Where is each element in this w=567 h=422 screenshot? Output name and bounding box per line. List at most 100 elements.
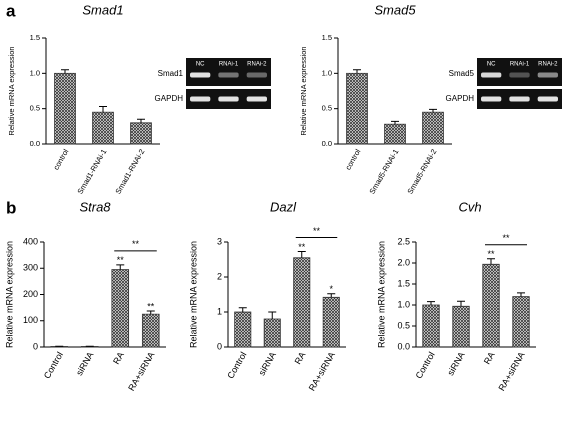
y-tick-label: 1.0 xyxy=(397,299,410,309)
error-bar xyxy=(391,120,399,125)
y-tick-label: 0.0 xyxy=(397,341,410,351)
bar xyxy=(422,304,440,348)
gel-row-label: GAPDH xyxy=(446,94,475,103)
gel-band xyxy=(190,72,211,78)
error-bar xyxy=(61,69,69,74)
y-axis-label: Relative mRNA expression xyxy=(4,241,14,348)
bar xyxy=(141,313,160,348)
y-tick-label: 0.0 xyxy=(322,139,332,148)
bar xyxy=(263,318,281,348)
error-bar xyxy=(268,311,277,319)
bar xyxy=(346,72,368,145)
error-bar xyxy=(327,293,336,298)
gel-band xyxy=(246,96,267,102)
error-bar xyxy=(353,69,361,74)
gel-band xyxy=(537,72,558,78)
y-tick-label: 0.0 xyxy=(30,139,40,148)
gel-band xyxy=(246,72,267,78)
bar xyxy=(422,111,444,145)
gel-band xyxy=(218,96,239,102)
y-axis-label: Relative mRNA expression xyxy=(7,46,16,135)
gel-band xyxy=(481,96,502,102)
error-bar xyxy=(429,108,437,113)
panel-label: a xyxy=(6,1,16,20)
gel-lane-label: RNAi-2 xyxy=(247,62,267,68)
y-tick-label: 100 xyxy=(23,315,38,325)
gel-lane-label: RNAi-2 xyxy=(538,62,558,68)
gel-row-label: GAPDH xyxy=(155,94,184,103)
bar xyxy=(54,72,76,145)
y-tick-label: 2 xyxy=(217,271,222,281)
y-tick-label: 2.5 xyxy=(397,236,410,246)
gel-lane-label: NC xyxy=(196,62,205,68)
error-bar xyxy=(487,258,495,265)
y-tick-label: 1.5 xyxy=(397,278,410,288)
y-tick-label: 1.0 xyxy=(322,68,332,77)
gel-panel xyxy=(186,58,271,86)
error-bar xyxy=(99,106,107,113)
bar xyxy=(452,305,470,348)
bar xyxy=(92,111,114,145)
error-bar xyxy=(297,250,306,258)
y-tick-label: 0 xyxy=(217,341,222,351)
y-tick-label: 0.5 xyxy=(30,104,40,113)
bar xyxy=(482,263,500,348)
y-axis-label: Relative mRNA expression xyxy=(299,46,308,135)
bar xyxy=(512,296,530,348)
gel-panel xyxy=(477,58,562,86)
gel-lane-label: NC xyxy=(487,62,496,68)
gel-band xyxy=(190,96,211,102)
gel-lane-label: RNAi-1 xyxy=(219,62,239,68)
y-tick-label: 400 xyxy=(23,236,38,246)
error-bar xyxy=(146,310,155,315)
chart-title: Smad1 xyxy=(82,2,123,17)
significance-label: ** xyxy=(502,233,510,243)
y-tick-label: 0 xyxy=(33,341,38,351)
gel-band xyxy=(218,72,239,78)
error-bar xyxy=(517,292,525,297)
significance-label: ** xyxy=(117,255,125,265)
error-bar xyxy=(137,118,145,123)
y-tick-label: 1.5 xyxy=(322,33,332,42)
bar xyxy=(234,311,252,348)
y-tick-label: 0.5 xyxy=(397,320,410,330)
gel-lane-label: RNAi-1 xyxy=(510,62,530,68)
significance-label: ** xyxy=(313,226,321,236)
gel-band xyxy=(509,96,530,102)
y-tick-label: 0.5 xyxy=(322,104,332,113)
error-bar xyxy=(457,300,465,307)
chart-title: Dazl xyxy=(270,199,297,214)
error-bar xyxy=(427,301,435,305)
bar xyxy=(384,123,406,145)
panel-label: b xyxy=(6,198,16,217)
gel-row-label: Smad1 xyxy=(158,69,184,78)
y-tick-label: 1.5 xyxy=(30,33,40,42)
y-axis-label: Relative mRNA expression xyxy=(188,241,198,348)
significance-label: * xyxy=(329,284,333,294)
y-tick-label: 300 xyxy=(23,263,38,273)
gel-row-label: Smad5 xyxy=(449,69,475,78)
y-tick-label: 3 xyxy=(217,236,222,246)
chart-title: Smad5 xyxy=(374,2,416,17)
gel-band xyxy=(537,96,558,102)
y-tick-label: 200 xyxy=(23,289,38,299)
gel-band xyxy=(509,72,530,78)
error-bar xyxy=(116,264,125,270)
error-bar xyxy=(238,307,247,312)
significance-label: ** xyxy=(147,301,155,311)
bar xyxy=(322,296,340,348)
bar xyxy=(130,122,152,145)
chart-title: Stra8 xyxy=(79,199,111,214)
significance-label: ** xyxy=(487,249,495,259)
chart-title: Cvh xyxy=(458,199,481,214)
y-tick-label: 1 xyxy=(217,306,222,316)
y-tick-label: 2.0 xyxy=(397,257,410,267)
y-axis-label: Relative mRNA expression xyxy=(376,241,386,348)
y-tick-label: 1.0 xyxy=(30,68,40,77)
bar xyxy=(111,269,130,348)
bar xyxy=(293,257,311,348)
gel-band xyxy=(481,72,502,78)
significance-label: ** xyxy=(298,242,306,252)
